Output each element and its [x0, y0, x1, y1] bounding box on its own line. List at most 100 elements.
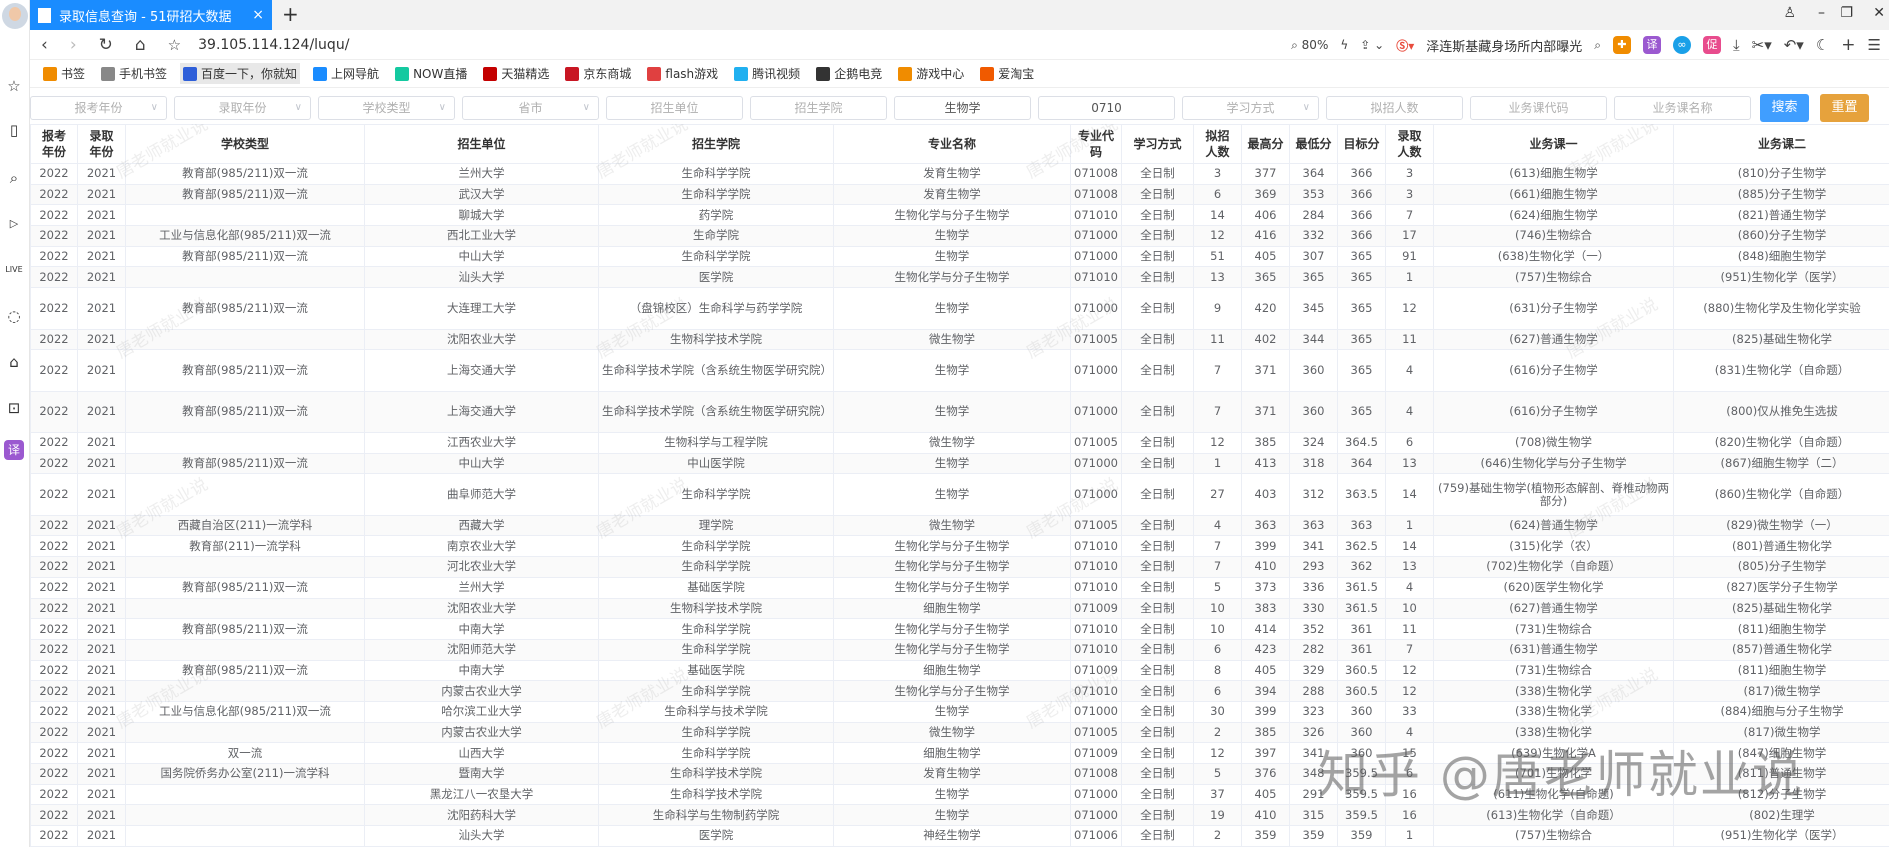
forward-button[interactable]: › [69, 34, 77, 55]
column-header[interactable]: 学校类型 [125, 124, 365, 164]
column-header[interactable]: 学习方式 [1121, 124, 1194, 164]
table-row[interactable]: 2022 2021 工业与信息化部(985/211)双一流 哈尔滨工业大学 生命科学与技… [30, 700, 1889, 723]
table-row[interactable]: 2022 2021 沈阳农业大学 生物科学技术学院 微生物学 071005 全日制 11 402… [30, 328, 1889, 351]
tab-active[interactable]: 录取信息查询 - 51研招大数据 × [30, 0, 272, 30]
sogou-search-icon[interactable]: Ⓢ▾ [1396, 38, 1415, 53]
download-icon[interactable]: ⤓ [1732, 36, 1740, 54]
back-button[interactable]: ‹ [41, 34, 48, 55]
table-row[interactable]: 2022 2021 西藏自治区(211)一流学科 西藏大学 理学院 微生物学 071005 全… [30, 514, 1889, 537]
undo-icon[interactable]: ↶▾ [1783, 36, 1804, 54]
column-header[interactable]: 拟招人数 [1193, 124, 1242, 164]
skin-icon[interactable]: ♙ [1783, 5, 1796, 21]
filter-select[interactable]: 学校类型 ∨ [318, 96, 455, 120]
lightning-icon[interactable]: ϟ [1340, 38, 1349, 52]
table-row[interactable]: 2022 2021 沈阳农业大学 生物科学技术学院 细胞生物学 071009 全日制 10 38… [30, 597, 1889, 620]
menu-icon[interactable]: ☰ [1867, 36, 1881, 54]
filter-input[interactable]: 业务课代码 [1470, 96, 1607, 120]
column-header[interactable]: 目标分 [1337, 124, 1386, 164]
table-row[interactable]: 2022 2021 教育部(985/211)双一流 中山大学 中山医学院 生物学 07100… [30, 452, 1889, 475]
table-row[interactable]: 2022 2021 教育部(985/211)双一流 兰州大学 基础医学院 生物化学与分子生… [30, 576, 1889, 599]
close-window-button[interactable]: ✕ [1873, 5, 1885, 21]
table-row[interactable]: 2022 2021 教育部(985/211)双一流 大连理工大学 （盘锦校区）生命科学与… [30, 287, 1889, 330]
table-row[interactable]: 2022 2021 教育部(985/211)双一流 上海交通大学 生命科学技术学院（含系… [30, 390, 1889, 433]
filter-input[interactable]: 业务课名称 [1614, 96, 1751, 120]
table-row[interactable]: 2022 2021 汕头大学 医学院 生物化学与分子生物学 071010 全日制 13 365 3… [30, 266, 1889, 289]
table-row[interactable]: 2022 2021 内蒙古农业大学 生命科学学院 生物化学与分子生物学 071010 全日制… [30, 680, 1889, 702]
column-header[interactable]: 最高分 [1241, 124, 1290, 164]
bookmark-item[interactable]: 京东商城 [562, 63, 634, 84]
search-button[interactable]: 搜索 [1760, 94, 1809, 122]
table-row[interactable]: 2022 2021 教育部(985/211)双一流 中山大学 生命科学学院 生物学 0710… [30, 245, 1889, 268]
add-icon[interactable]: + [1841, 35, 1856, 55]
filter-input[interactable]: 0710 [1038, 96, 1175, 120]
filter-select[interactable]: 省市 ∨ [462, 96, 599, 120]
table-row[interactable]: 2022 2021 沈阳药科大学 生命科学与生物制药学院 生物学 071000 全日制 19 4… [30, 804, 1889, 827]
column-header[interactable]: 招生单位 [364, 124, 599, 164]
table-row[interactable]: 2022 2021 教育部(985/211)双一流 武汉大学 生命科学学院 发育生物学 07… [30, 183, 1889, 206]
infinity-icon[interactable]: ∞ [1672, 36, 1691, 54]
reload-button[interactable]: ↻ [98, 34, 113, 55]
home-button[interactable]: ⌂ [134, 34, 146, 55]
book-icon[interactable]: ▯ [9, 121, 19, 139]
filter-input[interactable]: 拟招人数 [1326, 96, 1463, 120]
table-row[interactable]: 2022 2021 沈阳师范大学 生命科学学院 生物化学与分子生物学 071010 全日制 6… [30, 638, 1889, 661]
table-row[interactable]: 2022 2021 教育部(211)一流学科 南京农业大学 生命科学学院 生物化学与分子生… [30, 535, 1889, 558]
table-row[interactable]: 2022 2021 国务院侨务办公室(211)一流学科 暨南大学 生命科学技术学院 发育生… [30, 763, 1889, 785]
minimize-button[interactable]: – [1818, 5, 1825, 21]
filter-select[interactable]: 录取年份 ∨ [174, 96, 311, 120]
table-row[interactable]: 2022 2021 双一流 山西大学 生命科学学院 细胞生物学 071009 全日制 12 397… [30, 742, 1889, 764]
column-header[interactable]: 业务课一 [1433, 124, 1674, 164]
close-tab-icon[interactable]: × [252, 7, 264, 23]
search-icon[interactable]: ⌕ [1594, 37, 1601, 52]
bookmark-star-icon[interactable]: ☆ [167, 35, 182, 54]
night-mode-icon[interactable]: ☾ [1815, 36, 1830, 54]
bookmark-item[interactable]: NOW直播 [392, 63, 470, 84]
promo-icon[interactable]: 促 [1702, 36, 1721, 54]
table-row[interactable]: 2022 2021 教育部(985/211)双一流 兰州大学 生命科学学院 发育生物学 07… [30, 163, 1889, 185]
cart-icon[interactable]: ⊡ [7, 399, 21, 417]
table-row[interactable]: 2022 2021 工业与信息化部(985/211)双一流 西北工业大学 生命学院 生物学… [30, 225, 1889, 247]
search-icon[interactable]: ⌕ [9, 169, 19, 187]
table-row[interactable]: 2022 2021 教育部(985/211)双一流 中南大学 生命科学学院 生物化学与分子… [30, 618, 1889, 640]
table-row[interactable]: 2022 2021 江西农业大学 生物科学与工程学院 微生物学 071005 全日制 12 38… [30, 431, 1889, 454]
bookmark-item[interactable]: 腾讯视频 [731, 63, 803, 84]
column-header[interactable]: 招生学院 [598, 124, 834, 164]
table-row[interactable]: 2022 2021 聊城大学 药学院 生物化学与分子生物学 071010 全日制 14 406 2… [30, 204, 1889, 227]
bookmark-item[interactable]: 上网导航 [310, 63, 382, 84]
translate-icon[interactable]: 译 [4, 440, 24, 460]
search-suggestion[interactable]: 泽连斯基藏身场所内部曝光 [1426, 39, 1583, 55]
new-tab-button[interactable]: + [282, 2, 299, 26]
video-icon[interactable]: ▷ [9, 217, 19, 230]
filter-input[interactable]: 招生学院 [750, 96, 887, 120]
bookmark-item[interactable]: 爱淘宝 [977, 63, 1037, 84]
live-icon[interactable]: LIVE [5, 265, 23, 274]
table-row[interactable]: 2022 2021 教育部(985/211)双一流 中南大学 基础医学院 细胞生物学 071… [30, 659, 1889, 682]
scissors-icon[interactable]: ✂▾ [1751, 36, 1772, 54]
column-header[interactable]: 录取人数 [1385, 124, 1434, 164]
column-header[interactable]: 录取年份 [77, 124, 126, 164]
bookmark-item[interactable]: flash游戏 [644, 63, 721, 84]
filter-input[interactable]: 生物学 [894, 96, 1031, 120]
gamepad-icon[interactable]: ✚ [1612, 36, 1631, 54]
filter-select[interactable]: 报考年份 ∨ [30, 96, 167, 120]
table-row[interactable]: 2022 2021 黑龙江八一农垦大学 生命科学技术学院 生物学 071000 全日制 37 4… [30, 783, 1889, 806]
bookmark-item[interactable]: 游戏中心 [895, 63, 967, 84]
table-row[interactable]: 2022 2021 内蒙古农业大学 生命科学学院 微生物学 071005 全日制 2 385 32… [30, 721, 1889, 744]
table-row[interactable]: 2022 2021 教育部(985/211)双一流 上海交通大学 生命科学技术学院（含系… [30, 349, 1889, 392]
column-header[interactable]: 业务课二 [1673, 124, 1889, 164]
user-avatar[interactable] [2, 3, 28, 29]
restore-button[interactable]: ❐ [1840, 5, 1853, 21]
address-bar[interactable]: 39.105.114.124/luqu/ [198, 36, 350, 53]
filter-input[interactable]: 招生单位 [606, 96, 743, 120]
table-row[interactable]: 2022 2021 汕头大学 医学院 神经生物学 071006 全日制 2 359 359 359 1… [30, 825, 1889, 847]
share-icon[interactable]: ⇪ ⌄ [1360, 38, 1385, 52]
column-header[interactable]: 专业名称 [833, 124, 1071, 164]
bookmark-item[interactable]: 百度一下，你就知 [180, 63, 301, 84]
bookmark-item[interactable]: 手机书签 [98, 63, 170, 84]
table-row[interactable]: 2022 2021 河北农业大学 生命科学学院 生物化学与分子生物学 071010 全日制 7… [30, 556, 1889, 578]
column-header[interactable]: 最低分 [1289, 124, 1338, 164]
bookmark-item[interactable]: 天猫精选 [480, 63, 552, 84]
game-icon[interactable]: ⌂ [9, 353, 19, 371]
bookmark-item[interactable]: 书签 [40, 63, 88, 84]
star-icon[interactable]: ☆ [7, 77, 21, 95]
